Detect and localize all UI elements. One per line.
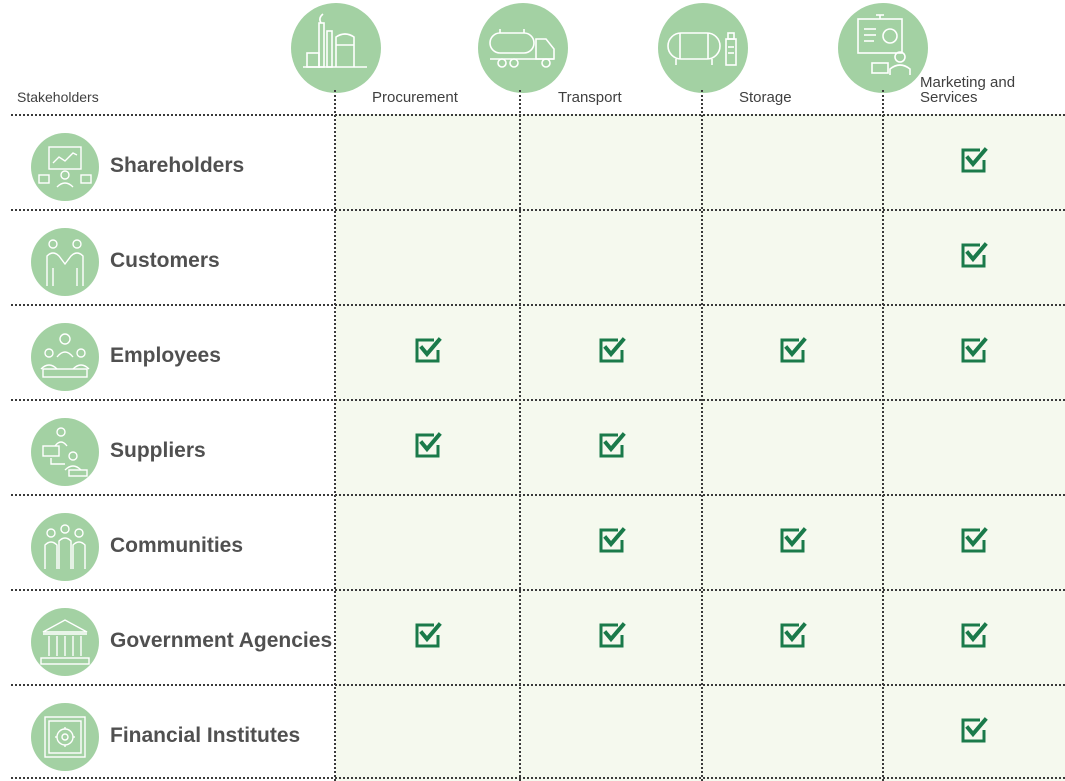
checkbox-checked-icon — [961, 622, 988, 648]
row-label-government-agencies: Government Agencies — [110, 629, 333, 652]
stakeholders-header: Stakeholders — [17, 89, 99, 105]
table-row: Customers — [11, 209, 1065, 304]
row-divider — [11, 777, 1065, 779]
row-divider — [11, 494, 1065, 496]
table-row: Shareholders — [11, 114, 1065, 209]
community-icon — [31, 513, 99, 581]
row-label-suppliers: Suppliers — [110, 439, 206, 462]
checkbox-checked-icon — [599, 622, 626, 648]
column-header-procurement: Procurement — [372, 89, 458, 106]
column-header-transport: Transport — [558, 89, 622, 106]
table-header: Stakeholders Procurement Transport Stora… — [0, 0, 1065, 114]
checkbox-checked-icon — [780, 622, 807, 648]
checkbox-checked-icon — [599, 337, 626, 363]
shareholders-meeting-icon — [31, 133, 99, 201]
column-divider — [519, 90, 521, 781]
refinery-icon — [291, 3, 381, 93]
government-building-icon — [31, 608, 99, 676]
checkbox-checked-icon — [780, 527, 807, 553]
row-divider — [11, 589, 1065, 591]
column-divider — [334, 90, 336, 781]
row-label-customers: Customers — [110, 249, 220, 272]
row-label-financial-institutes: Financial Institutes — [110, 724, 301, 747]
row-label-communities: Communities — [110, 534, 244, 557]
row-divider — [11, 114, 1065, 116]
row-divider — [11, 304, 1065, 306]
row-divider — [11, 209, 1065, 211]
checkbox-checked-icon — [599, 527, 626, 553]
storage-tank-icon — [658, 3, 748, 93]
checkbox-checked-icon — [961, 717, 988, 743]
checkbox-checked-icon — [961, 337, 988, 363]
table-row: Communities — [11, 494, 1065, 589]
supplier-network-icon — [31, 418, 99, 486]
safe-icon — [31, 703, 99, 771]
column-divider — [701, 90, 703, 781]
row-divider — [11, 684, 1065, 686]
column-divider — [882, 90, 884, 781]
checkbox-checked-icon — [961, 527, 988, 553]
checkbox-checked-icon — [961, 242, 988, 268]
handshake-icon — [31, 228, 99, 296]
table-row: Employees — [11, 304, 1065, 399]
checkbox-checked-icon — [415, 432, 442, 458]
matrix-background — [336, 114, 1065, 781]
tanker-truck-icon — [478, 3, 568, 93]
checkbox-checked-icon — [780, 337, 807, 363]
row-divider — [11, 399, 1065, 401]
column-header-storage: Storage — [739, 89, 792, 106]
checkbox-checked-icon — [599, 432, 626, 458]
checkbox-checked-icon — [961, 147, 988, 173]
row-label-shareholders: Shareholders — [110, 154, 245, 177]
column-header-marketing-and-services: Marketing and Services — [920, 74, 1016, 106]
checkbox-checked-icon — [415, 622, 442, 648]
row-label-employees: Employees — [110, 344, 221, 367]
presentation-icon — [838, 3, 928, 93]
table-row: Government Agencies — [11, 589, 1065, 684]
team-icon — [31, 323, 99, 391]
table-row: Financial Institutes — [11, 684, 1065, 779]
table-row: Suppliers — [11, 399, 1065, 494]
checkbox-checked-icon — [415, 337, 442, 363]
